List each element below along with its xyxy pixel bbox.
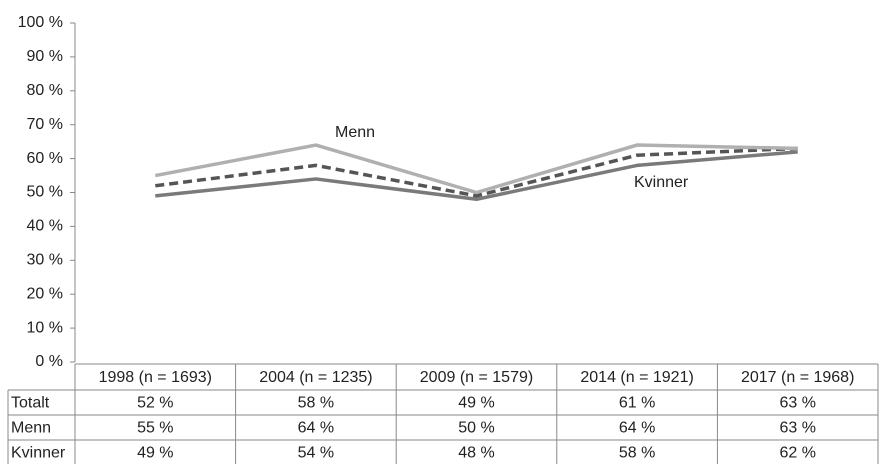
table-row-label: Kvinner <box>11 445 66 462</box>
y-tick-label: 100 % <box>18 14 63 31</box>
series-line <box>154 143 798 195</box>
table-row-label: Menn <box>11 420 51 437</box>
table-value: 63 % <box>779 420 815 437</box>
y-tick-label: 50 % <box>27 184 63 201</box>
x-tick-label: 2014 (n = 1921) <box>580 369 693 386</box>
x-tick-label: 2009 (n = 1579) <box>420 369 533 386</box>
y-tick-label: 0 % <box>35 353 63 370</box>
table-value: 61 % <box>619 395 655 412</box>
x-tick-label: 1998 (n = 1693) <box>99 369 212 386</box>
series-line <box>155 150 798 202</box>
table-value: 64 % <box>298 420 334 437</box>
table-value: 62 % <box>779 445 815 462</box>
x-tick-label: 2017 (n = 1968) <box>741 369 854 386</box>
table-value: 55 % <box>137 420 173 437</box>
table-value: 63 % <box>779 395 815 412</box>
table-value: 49 % <box>458 395 494 412</box>
table-value: 49 % <box>137 445 173 462</box>
y-tick-label: 70 % <box>27 116 63 133</box>
table-value: 58 % <box>298 395 334 412</box>
table-row-label: Totalt <box>11 395 50 412</box>
table-value: 54 % <box>298 445 334 462</box>
y-tick-label: 30 % <box>27 252 63 269</box>
series-annotation: Kvinner <box>634 174 689 191</box>
series-annotation: Menn <box>335 124 375 141</box>
table-value: 50 % <box>458 420 494 437</box>
y-tick-label: 40 % <box>27 218 63 235</box>
y-tick-label: 20 % <box>27 285 63 302</box>
y-tick-label: 90 % <box>27 48 63 65</box>
x-tick-label: 2004 (n = 1235) <box>259 369 372 386</box>
table-value: 58 % <box>619 445 655 462</box>
table-value: 52 % <box>137 395 173 412</box>
series-line <box>155 146 798 198</box>
y-tick-label: 60 % <box>27 150 63 167</box>
table-value: 48 % <box>458 445 494 462</box>
y-tick-label: 10 % <box>27 319 63 336</box>
table-value: 64 % <box>619 420 655 437</box>
y-tick-label: 80 % <box>27 82 63 99</box>
